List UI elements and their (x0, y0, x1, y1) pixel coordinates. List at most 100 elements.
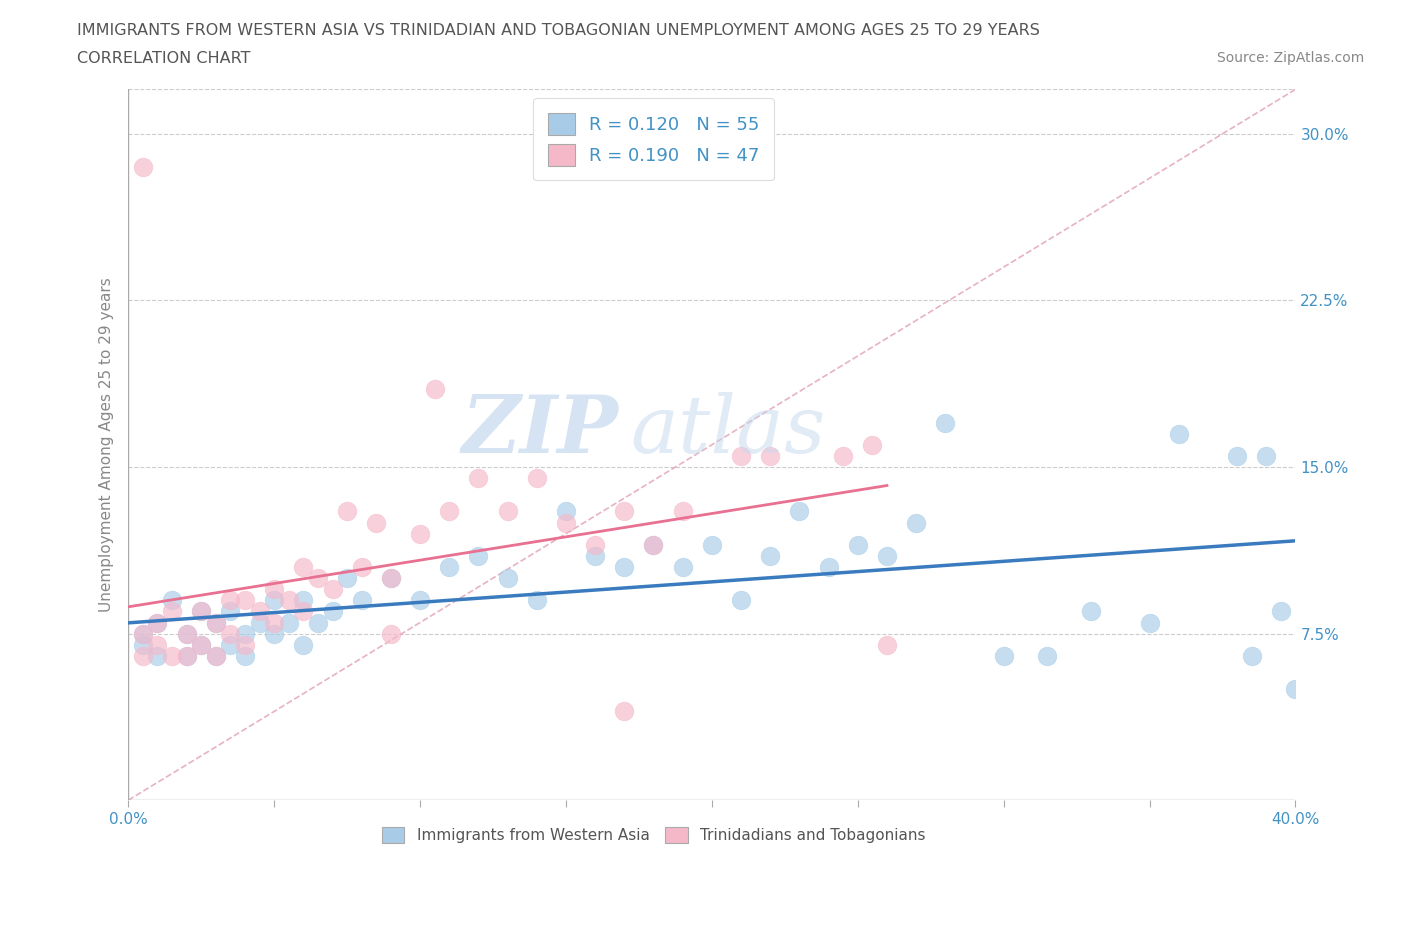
Point (876, 549, 898, 564)
Point (1240, 648, 1263, 663)
Point (672, 560, 695, 575)
Point (219, 593, 242, 608)
Point (219, 637, 242, 652)
Point (380, 626, 402, 641)
Point (176, 626, 198, 641)
Point (583, 549, 606, 564)
Point (233, 648, 256, 663)
Point (613, 504, 636, 519)
Text: CORRELATION CHART: CORRELATION CHART (77, 51, 250, 66)
Point (307, 571, 329, 586)
Point (146, 648, 169, 663)
Point (146, 615, 169, 630)
Point (176, 648, 198, 663)
Point (1036, 648, 1059, 663)
Point (423, 382, 446, 397)
Point (146, 615, 169, 630)
Point (263, 582, 285, 597)
Point (204, 615, 226, 630)
Point (876, 637, 898, 652)
Point (292, 637, 315, 652)
Point (219, 604, 242, 618)
Point (526, 593, 548, 608)
Point (190, 604, 212, 618)
Point (1139, 615, 1161, 630)
Point (613, 560, 636, 575)
Point (132, 160, 155, 175)
Point (321, 582, 343, 597)
Legend: Immigrants from Western Asia, Trinidadians and Tobagonians: Immigrants from Western Asia, Trinidadia… (375, 821, 932, 849)
Point (759, 448, 782, 463)
Point (643, 538, 665, 552)
Point (132, 637, 155, 652)
Point (160, 604, 183, 618)
Point (526, 471, 548, 485)
Point (204, 615, 226, 630)
Point (409, 593, 432, 608)
Point (832, 448, 855, 463)
Point (366, 515, 388, 530)
Point (467, 471, 489, 485)
Point (204, 648, 226, 663)
Point (934, 415, 956, 430)
Point (439, 504, 461, 519)
Point (132, 648, 155, 663)
Point (350, 593, 373, 608)
Point (277, 615, 299, 630)
Y-axis label: Unemployment Among Ages 25 to 29 years: Unemployment Among Ages 25 to 29 years (100, 277, 114, 612)
Point (263, 626, 285, 641)
Point (321, 604, 343, 618)
Point (307, 615, 329, 630)
Point (583, 538, 606, 552)
Point (860, 437, 883, 452)
Point (846, 538, 869, 552)
Point (1270, 604, 1292, 618)
Point (789, 504, 811, 519)
Point (817, 560, 839, 575)
Point (249, 604, 271, 618)
Point (1226, 448, 1249, 463)
Point (233, 626, 256, 641)
Text: Source: ZipAtlas.com: Source: ZipAtlas.com (1216, 51, 1364, 65)
Text: IMMIGRANTS FROM WESTERN ASIA VS TRINIDADIAN AND TOBAGONIAN UNEMPLOYMENT AMONG AG: IMMIGRANTS FROM WESTERN ASIA VS TRINIDAD… (77, 23, 1040, 38)
Point (380, 571, 402, 586)
Point (160, 648, 183, 663)
Point (993, 648, 1015, 663)
Point (336, 504, 359, 519)
Point (132, 626, 155, 641)
Point (160, 593, 183, 608)
Point (467, 549, 489, 564)
Point (672, 504, 695, 519)
Text: ZIP: ZIP (461, 392, 619, 470)
Point (1080, 604, 1102, 618)
Point (146, 637, 169, 652)
Point (555, 504, 578, 519)
Point (555, 515, 578, 530)
Point (263, 593, 285, 608)
Point (190, 637, 212, 652)
Point (643, 538, 665, 552)
Point (439, 560, 461, 575)
Point (905, 515, 928, 530)
Point (190, 637, 212, 652)
Point (700, 538, 723, 552)
Point (730, 448, 752, 463)
Point (759, 549, 782, 564)
Point (204, 648, 226, 663)
Point (292, 593, 315, 608)
Point (233, 593, 256, 608)
Point (613, 704, 636, 719)
Point (233, 637, 256, 652)
Point (292, 604, 315, 618)
Point (292, 560, 315, 575)
Point (132, 626, 155, 641)
Point (263, 615, 285, 630)
Point (380, 571, 402, 586)
Point (730, 593, 752, 608)
Point (496, 571, 519, 586)
Text: atlas: atlas (630, 392, 825, 470)
Point (176, 648, 198, 663)
Point (1256, 448, 1278, 463)
Point (409, 526, 432, 541)
Point (336, 571, 359, 586)
